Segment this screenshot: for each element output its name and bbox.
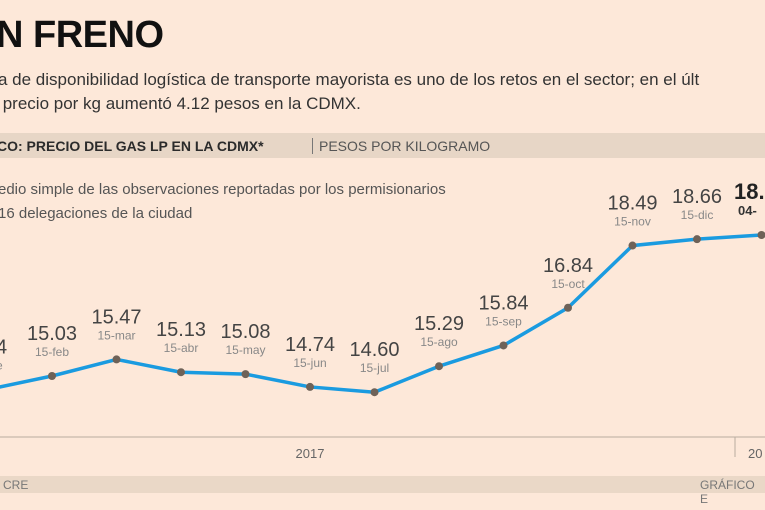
value-label: 15.13 — [156, 319, 206, 341]
subtitle-line-2: precio por kg aumentó 4.12 pesos en la C… — [0, 94, 361, 113]
subtitle-line-1: a de disponibilidad logística de transpo… — [0, 70, 700, 89]
date-label: 15-dic — [681, 208, 714, 222]
data-point — [112, 355, 121, 364]
value-label: 15.47 — [91, 306, 141, 328]
value-label: 18.66 — [672, 186, 722, 208]
data-point — [241, 370, 250, 379]
source: CRE — [3, 478, 29, 492]
value-label: 14.60 — [349, 339, 399, 361]
data-point — [757, 231, 765, 240]
chart-note: edio simple de las observaciones reporta… — [0, 178, 446, 226]
date-label: e — [0, 359, 3, 373]
data-point — [628, 241, 637, 250]
value-label: 15.29 — [414, 313, 464, 335]
value-label: 15.03 — [27, 323, 77, 345]
note-line-1: edio simple de las observaciones reporta… — [0, 181, 446, 198]
value-label: 18.49 — [607, 193, 657, 215]
chart-title: N FRENO — [0, 14, 164, 56]
chart-unit: PESOS POR KILOGRAMO — [312, 138, 490, 154]
date-label: 15-nov — [614, 215, 651, 229]
value-label: 14.74 — [285, 334, 335, 356]
chart-header-bar: CO: PRECIO DEL GAS LP EN LA CDMX* PESOS … — [0, 133, 765, 158]
credit: GRÁFICO E — [700, 478, 755, 506]
year-label-2018: 20 — [748, 446, 762, 461]
date-label: 15-may — [225, 343, 265, 357]
value-label: 18. — [734, 179, 765, 204]
date-label: 04- — [738, 203, 757, 218]
value-label: 15.08 — [220, 321, 270, 343]
year-label-2017: 2017 — [296, 446, 325, 461]
data-point — [370, 388, 379, 397]
date-label: 15-oct — [551, 277, 585, 291]
date-label: 15-jun — [293, 356, 326, 370]
data-point — [177, 368, 185, 377]
data-point — [693, 235, 701, 244]
date-label: 15-ago — [420, 335, 458, 349]
date-label: 15-feb — [35, 345, 69, 359]
value-label: 16.84 — [543, 255, 593, 277]
date-label: 15-mar — [97, 328, 135, 342]
value-label: 15.84 — [478, 292, 528, 314]
date-label: 15-sep — [485, 314, 522, 328]
value-label: 4 — [0, 337, 7, 359]
data-point — [306, 382, 314, 391]
data-point — [564, 303, 572, 312]
data-point — [48, 372, 56, 380]
date-label: 15-abr — [164, 341, 199, 355]
chart-header-title: CO: PRECIO DEL GAS LP EN LA CDMX* — [0, 138, 264, 154]
data-point — [435, 362, 443, 371]
date-label: 15-jul — [360, 361, 389, 375]
footer-bar: CRE GRÁFICO E — [0, 476, 765, 506]
data-point — [499, 341, 508, 350]
subtitle: a de disponibilidad logística de transpo… — [0, 68, 699, 116]
note-line-2: 16 delegaciones de la ciudad — [0, 205, 193, 222]
